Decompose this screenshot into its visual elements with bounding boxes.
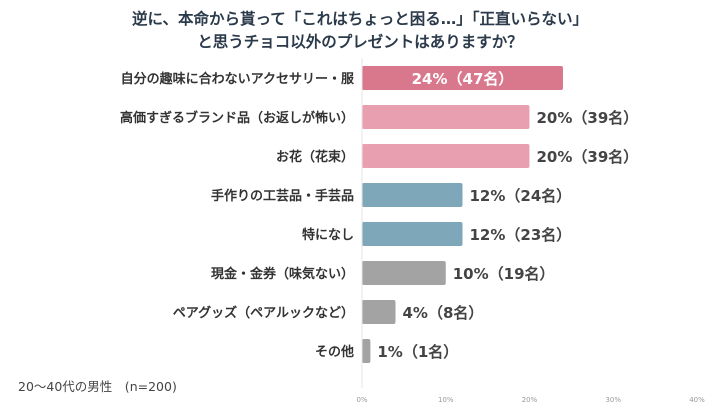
value-label: 20%（39名） (537, 109, 639, 127)
value-label: 10%（19名） (453, 265, 555, 283)
x-tick-label: 20% (522, 396, 538, 404)
chart-title: 逆に、本命から貰って「これはちょっと困る…」「正直いらない」 と思うチョコ以外の… (0, 8, 720, 54)
value-label: 1%（1名） (377, 343, 458, 361)
category-label: 自分の趣味に合わないアクセサリー・服 (121, 71, 355, 87)
x-tick-label: 10% (438, 396, 454, 404)
x-tick-label: 0% (356, 396, 367, 404)
bar (362, 222, 463, 246)
bar (362, 183, 463, 207)
value-label: 12%（23名） (470, 226, 572, 244)
category-label: お花（花束） (276, 149, 354, 165)
bar (362, 339, 371, 363)
category-label: 高価すぎるブランド品（お返しが怖い） (120, 110, 354, 126)
value-label: 20%（39名） (537, 148, 639, 166)
category-label: 特になし (302, 227, 354, 243)
bar (362, 105, 530, 129)
chart-title-line-2: と思うチョコ以外のプレゼントはありますか？ (197, 33, 523, 51)
bar (362, 300, 396, 324)
value-label: 24%（47名） (412, 70, 514, 88)
bar (362, 261, 446, 285)
value-label: 4%（8名） (403, 304, 484, 322)
category-label: ペアグッズ（ペアルックなど） (173, 305, 354, 321)
bar (362, 66, 563, 90)
x-tick-label: 30% (605, 396, 621, 404)
category-label: 現金・金券（味気ない） (211, 266, 354, 282)
value-label: 12%（24名） (470, 187, 572, 205)
category-label: その他 (315, 344, 354, 360)
category-label: 手作りの工芸品・手芸品 (211, 188, 354, 204)
x-tick-label: 40% (689, 396, 705, 404)
chart-title-line-1: 逆に、本命から貰って「これはちょっと困る…」「正直いらない」 (131, 10, 588, 28)
bar (362, 144, 530, 168)
sample-note: 20〜40代の男性 (n=200) (18, 379, 177, 394)
